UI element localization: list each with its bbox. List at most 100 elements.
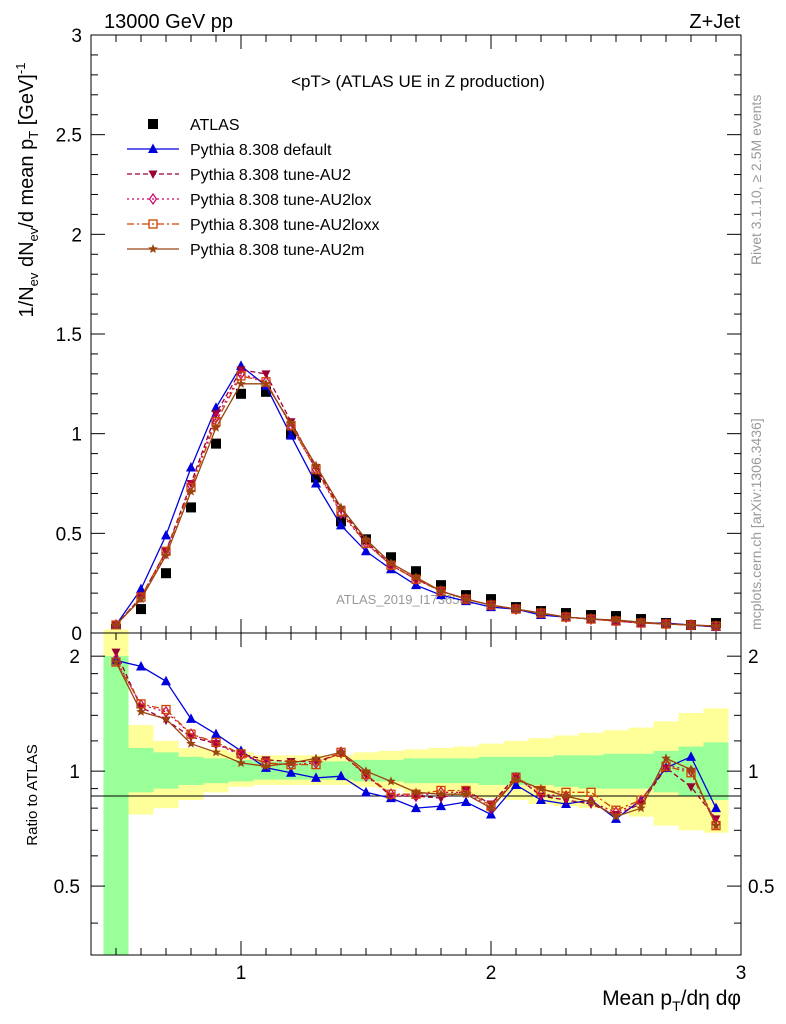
- y-tick-label: 1: [71, 425, 82, 446]
- data-point: [336, 747, 346, 757]
- data-point: [386, 558, 396, 568]
- ratio-y-tick-label-right: 2: [748, 647, 759, 668]
- data-point: [361, 545, 371, 556]
- data-point: [336, 770, 346, 781]
- main-plot-frame: [90, 34, 742, 634]
- data-point: [261, 378, 271, 388]
- legend-item: Pythia 8.308 tune-AU2: [127, 167, 351, 184]
- data-point: [461, 594, 471, 604]
- data-point: [236, 378, 246, 388]
- data-point: [536, 608, 546, 618]
- data-point: [311, 478, 321, 488]
- data-point: [686, 620, 696, 630]
- data-point: [711, 802, 721, 813]
- data-point: [211, 747, 221, 757]
- data-point: [261, 761, 271, 771]
- data-point: [236, 366, 246, 375]
- data-point: [211, 737, 221, 747]
- legend-label: Pythia 8.308 tune-AU2loxx: [190, 217, 379, 234]
- main-y-axis-label: 1/Nev dNev/d mean pT [GeV]-1: [13, 63, 41, 318]
- data-point: [186, 462, 196, 472]
- data-point: [211, 438, 221, 449]
- data-point: [161, 568, 171, 579]
- ratio-plot-bands: [103, 629, 729, 955]
- ratio-green-band-bin: [628, 753, 654, 789]
- data-point: [311, 753, 321, 763]
- y-tick-label: 3: [71, 26, 82, 47]
- rivet-label: Rivet 3.1.10, ≥ 2.5M events: [748, 95, 764, 265]
- y-tick-label: 0.5: [56, 524, 82, 545]
- ratio-green-band-bin: [378, 759, 404, 782]
- data-point: [311, 472, 321, 483]
- data-point: [686, 783, 696, 792]
- data-point: [561, 612, 571, 622]
- data-point: [186, 729, 196, 739]
- data-point: [461, 789, 471, 799]
- data-point: [111, 648, 121, 658]
- energy-label: 13000 GeV pp: [104, 11, 233, 33]
- legend-marker: [148, 192, 158, 206]
- data-point: [511, 771, 521, 784]
- data-point: [186, 486, 196, 496]
- ratio-green-band-bin: [478, 756, 504, 785]
- ratio-y-tick-label: 2: [69, 647, 80, 668]
- ratio-y-tick-label: 1: [69, 762, 80, 783]
- data-point: [536, 783, 546, 793]
- data-point: [711, 820, 721, 830]
- legend-marker: [148, 244, 158, 253]
- ratio-green-band-bin: [553, 755, 579, 787]
- data-point: [436, 586, 446, 596]
- data-point: [511, 779, 521, 789]
- data-point: [261, 370, 271, 379]
- data-point: [386, 552, 396, 563]
- ratio-green-band-bin: [103, 656, 129, 955]
- data-point: [311, 772, 321, 782]
- data-point: [136, 604, 146, 615]
- data-point: [261, 386, 271, 397]
- ratio-green-band-bin: [203, 758, 229, 784]
- x-tick-label: 2: [486, 963, 497, 984]
- mcplots-label: mcplots.cern.ch [arXiv:1306.3436]: [748, 418, 764, 630]
- data-point: [311, 460, 321, 470]
- data-point: [486, 803, 496, 813]
- x-tick-label: 1: [236, 963, 247, 984]
- data-point: [411, 787, 421, 797]
- data-point: [311, 759, 321, 770]
- data-point: [161, 550, 171, 560]
- series-line: [115, 661, 717, 826]
- series-pythia-8-308-default: [111, 360, 721, 632]
- legend-marker: [148, 170, 158, 179]
- data-point: [336, 519, 346, 530]
- data-point: [411, 566, 421, 577]
- data-point: [286, 430, 296, 440]
- legend-item: ATLAS: [148, 117, 240, 134]
- data-point: [611, 811, 621, 821]
- data-point: [111, 657, 121, 667]
- data-point: [711, 621, 721, 631]
- data-point: [161, 675, 171, 686]
- legend-item: Pythia 8.308 tune-AU2m: [127, 242, 364, 259]
- data-point: [361, 534, 371, 544]
- ratio-green-band-bin: [528, 756, 554, 785]
- chart-title: <pT> (ATLAS UE in Z production): [291, 72, 545, 91]
- ratio-green-band-bin: [428, 758, 454, 784]
- legend-label: ATLAS: [190, 117, 240, 134]
- ratio-green-band-bin: [453, 758, 479, 784]
- data-point: [611, 615, 621, 625]
- ratio-y-tick-label-right: 1: [748, 762, 759, 783]
- data-point: [111, 620, 121, 630]
- legend-marker: [148, 119, 158, 129]
- ratio-y-tick-label-right: 0.5: [748, 877, 774, 898]
- data-point: [286, 767, 296, 777]
- ratio-green-band-bin: [153, 752, 179, 789]
- data-point: [211, 422, 221, 432]
- data-point: [686, 751, 696, 761]
- legend-item: Pythia 8.308 default: [127, 142, 332, 159]
- legend-label: Pythia 8.308 default: [190, 142, 332, 159]
- ratio-green-band-bin: [603, 753, 629, 789]
- ratio-axis-ticks: 1 2 3 0.5 0.5 1 1 2 2: [54, 633, 774, 984]
- data-point: [261, 375, 271, 388]
- x-tick-label: 3: [736, 963, 747, 984]
- data-point: [486, 600, 496, 610]
